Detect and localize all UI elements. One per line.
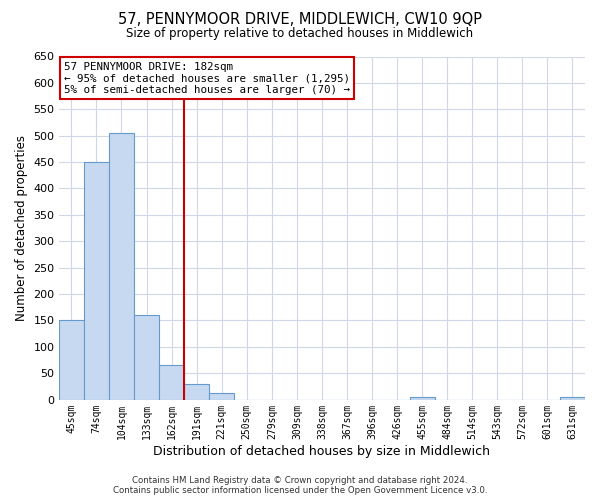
Bar bbox=[159, 365, 184, 400]
Text: 57 PENNYMOOR DRIVE: 182sqm
← 95% of detached houses are smaller (1,295)
5% of se: 57 PENNYMOOR DRIVE: 182sqm ← 95% of deta… bbox=[64, 62, 350, 95]
Bar bbox=[184, 384, 209, 400]
Y-axis label: Number of detached properties: Number of detached properties bbox=[15, 135, 28, 321]
Bar bbox=[134, 315, 159, 400]
Bar bbox=[410, 397, 434, 400]
Bar bbox=[209, 393, 234, 400]
Bar bbox=[59, 320, 84, 400]
Bar bbox=[560, 398, 585, 400]
Text: Size of property relative to detached houses in Middlewich: Size of property relative to detached ho… bbox=[127, 28, 473, 40]
X-axis label: Distribution of detached houses by size in Middlewich: Distribution of detached houses by size … bbox=[154, 444, 490, 458]
Text: 57, PENNYMOOR DRIVE, MIDDLEWICH, CW10 9QP: 57, PENNYMOOR DRIVE, MIDDLEWICH, CW10 9Q… bbox=[118, 12, 482, 28]
Text: Contains HM Land Registry data © Crown copyright and database right 2024.
Contai: Contains HM Land Registry data © Crown c… bbox=[113, 476, 487, 495]
Bar bbox=[84, 162, 109, 400]
Bar bbox=[109, 133, 134, 400]
